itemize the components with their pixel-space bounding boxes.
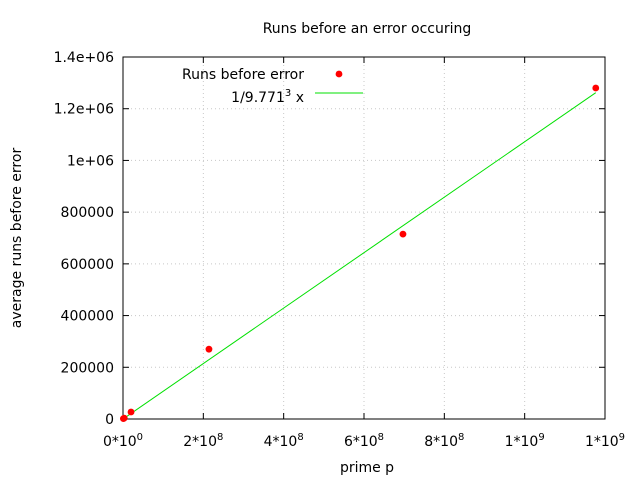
data-point xyxy=(205,345,213,353)
x-axis-title: prime p xyxy=(340,460,394,476)
legend-label-fit: 1/9.7713 x xyxy=(231,88,304,106)
y-ticks: 0 200000 400000 600000 800000 1e+06 1.2e+06 1.4… xyxy=(54,50,605,428)
legend-label-runs: Runs before error xyxy=(182,67,304,83)
x-tick-label: 0*100 xyxy=(103,432,143,450)
chart-title: Runs before an error occuring xyxy=(263,21,472,37)
series xyxy=(120,84,600,423)
grid xyxy=(123,57,605,419)
y-tick-label: 1e+06 xyxy=(67,153,114,169)
y-tick-label: 600000 xyxy=(61,257,114,273)
x-tick-label: 6*108 xyxy=(344,432,384,450)
x-tick-label: 1*109 xyxy=(505,432,545,450)
fit-line xyxy=(122,92,597,420)
y-tick-label: 1.2e+06 xyxy=(54,102,115,118)
data-point xyxy=(120,414,128,422)
y-tick-label: 0 xyxy=(105,412,114,428)
data-point xyxy=(127,408,135,416)
y-tick-label: 200000 xyxy=(61,360,114,376)
legend: Runs before error 1/9.7713 x xyxy=(182,67,363,106)
x-tick-label: 1*109 xyxy=(585,432,625,450)
x-ticks: 0*100 2*108 4*108 6*108 8*108 1*109 1*109 xyxy=(103,57,625,450)
y-tick-label: 800000 xyxy=(61,205,114,221)
y-tick-label: 400000 xyxy=(61,309,114,325)
legend-marker-runs xyxy=(335,70,343,78)
y-tick-label: 1.4e+06 xyxy=(54,50,115,66)
x-tick-label: 2*108 xyxy=(183,432,223,450)
data-point xyxy=(399,230,407,238)
y-axis-title: average runs before error xyxy=(9,148,25,329)
x-tick-label: 4*108 xyxy=(264,432,304,450)
data-point xyxy=(592,84,600,92)
x-tick-label: 8*108 xyxy=(424,432,464,450)
